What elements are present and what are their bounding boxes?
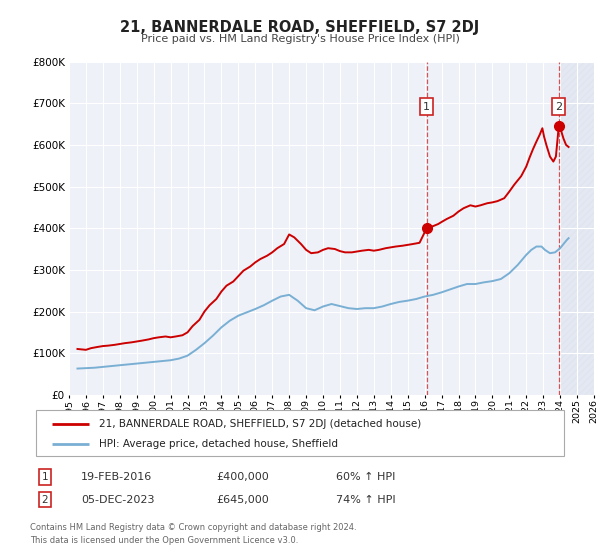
Text: 2: 2 xyxy=(41,494,49,505)
Text: 60% ↑ HPI: 60% ↑ HPI xyxy=(336,472,395,482)
Text: Price paid vs. HM Land Registry's House Price Index (HPI): Price paid vs. HM Land Registry's House … xyxy=(140,34,460,44)
Text: HPI: Average price, detached house, Sheffield: HPI: Average price, detached house, Shef… xyxy=(100,438,338,449)
Text: 05-DEC-2023: 05-DEC-2023 xyxy=(81,494,155,505)
Text: This data is licensed under the Open Government Licence v3.0.: This data is licensed under the Open Gov… xyxy=(30,536,298,545)
Text: 19-FEB-2016: 19-FEB-2016 xyxy=(81,472,152,482)
FancyBboxPatch shape xyxy=(36,410,564,456)
Text: 1: 1 xyxy=(41,472,49,482)
Text: 21, BANNERDALE ROAD, SHEFFIELD, S7 2DJ (detached house): 21, BANNERDALE ROAD, SHEFFIELD, S7 2DJ (… xyxy=(100,419,422,430)
Text: 1: 1 xyxy=(423,101,430,111)
Text: £400,000: £400,000 xyxy=(216,472,269,482)
Text: £645,000: £645,000 xyxy=(216,494,269,505)
Text: 21, BANNERDALE ROAD, SHEFFIELD, S7 2DJ: 21, BANNERDALE ROAD, SHEFFIELD, S7 2DJ xyxy=(121,20,479,35)
Text: Contains HM Land Registry data © Crown copyright and database right 2024.: Contains HM Land Registry data © Crown c… xyxy=(30,523,356,532)
Text: 2: 2 xyxy=(555,101,562,111)
Bar xyxy=(559,62,594,395)
Text: 74% ↑ HPI: 74% ↑ HPI xyxy=(336,494,395,505)
